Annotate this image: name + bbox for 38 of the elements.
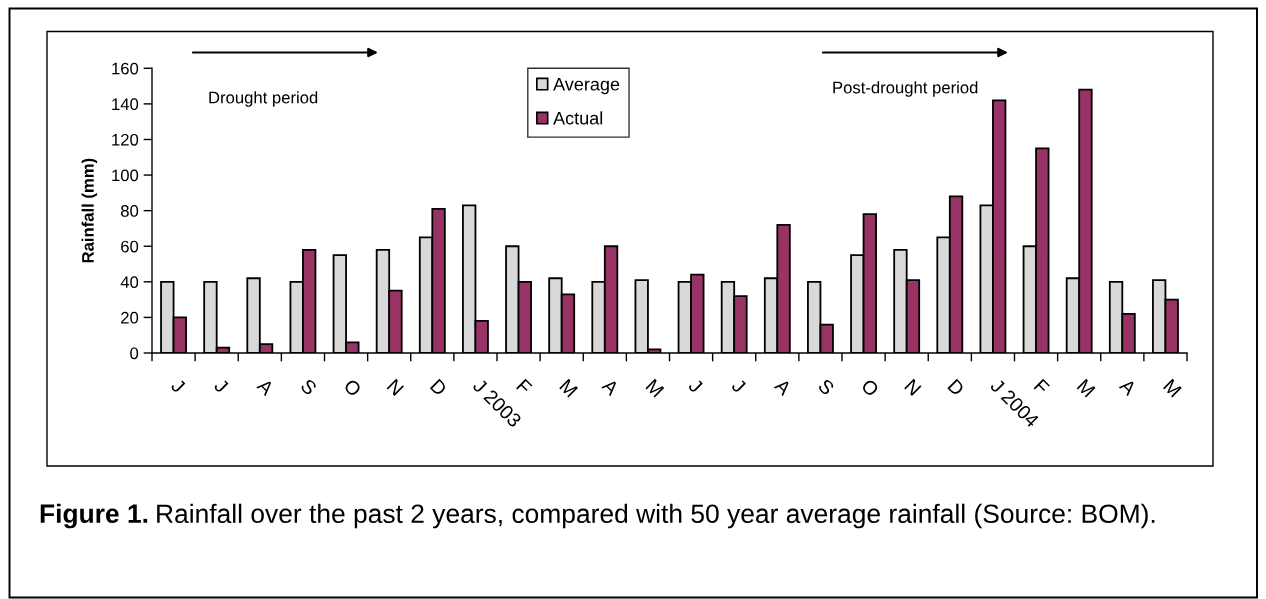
y-tick-label: 80 <box>120 205 139 217</box>
caption: Figure 1. <box>40 503 148 529</box>
y-tick-label: 160 <box>112 62 139 75</box>
text: Rainfall over the past 2 years, compared with 50 year average rainfall (Source: BOM). <box>157 503 1155 529</box>
y-tick-label: 20 <box>121 311 139 324</box>
x-tick-label: O <box>860 378 880 398</box>
x-tick-label: J <box>687 377 703 394</box>
x-tick-label: A <box>256 377 275 397</box>
y-tick-label: 120 <box>112 133 139 146</box>
annotation: Post-drought period <box>833 81 978 97</box>
x-tick-label: M <box>1076 378 1096 398</box>
x-tick-label: N <box>386 378 404 396</box>
x-tick-label: J <box>170 377 186 394</box>
x-tick-label: M <box>645 378 665 398</box>
x-tick-label: O <box>343 378 363 398</box>
x-tick-label: F <box>1033 378 1050 395</box>
x-tick-label: M <box>559 378 578 398</box>
legend-label: Actual <box>553 111 603 125</box>
x-tick-label: A <box>1118 377 1138 397</box>
legend-label: Average <box>553 77 620 95</box>
x-tick-label: D <box>429 378 448 397</box>
x-tick-label: A <box>773 377 793 397</box>
x-tick-label: A <box>601 377 620 397</box>
x-tick-label: D <box>947 378 965 397</box>
y-tick-label: 0 <box>130 347 139 360</box>
x-tick-label: S <box>817 378 836 396</box>
y-tick-label: 100 <box>112 169 139 182</box>
y-tick-label: 60 <box>121 240 139 253</box>
x-tick-label: F <box>516 378 533 395</box>
x-tick-label: J <box>730 377 746 394</box>
x-tick-label: S <box>299 378 318 396</box>
annotation: Drought period <box>209 91 318 107</box>
y-tick-label: 140 <box>112 98 139 111</box>
y-tick-label: 40 <box>120 276 139 289</box>
x-tick-label: N <box>904 378 922 396</box>
x-tick-label: J <box>213 377 229 394</box>
x-tick-label: M <box>1163 378 1182 398</box>
y-axis-title: Rainfall (mm) <box>81 158 98 263</box>
